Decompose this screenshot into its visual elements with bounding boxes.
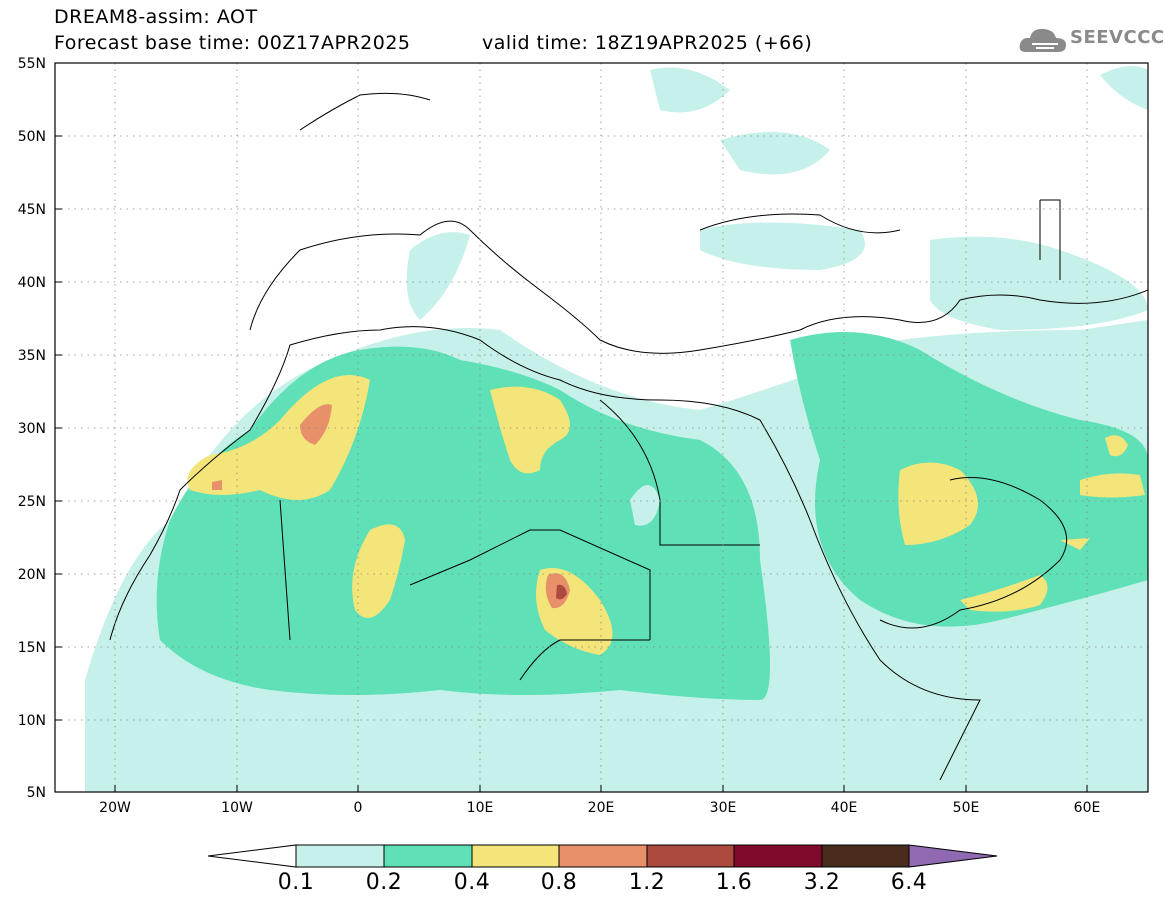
lon-label: 10E <box>466 800 494 816</box>
colorbar-label: 0.2 <box>365 870 403 895</box>
lat-label: 15N <box>17 640 46 656</box>
colorbar-label: 6.4 <box>890 870 928 895</box>
lon-label: 20W <box>99 800 131 816</box>
lat-label: 5N <box>26 785 46 801</box>
lat-label: 55N <box>17 56 46 72</box>
gridlines <box>55 63 1148 792</box>
colorbar-label: 0.8 <box>540 870 578 895</box>
aot-field <box>85 66 1148 792</box>
lat-label: 35N <box>17 348 46 364</box>
colorbar-label: 0.1 <box>277 870 315 895</box>
lon-label: 10W <box>221 800 253 816</box>
lon-label: 60E <box>1073 800 1101 816</box>
coastlines <box>109 92 1148 781</box>
lat-label: 25N <box>17 494 46 510</box>
colorbar-swatch <box>646 844 735 868</box>
cloud-logo-icon <box>1019 28 1066 52</box>
lon-label: 20E <box>587 800 615 816</box>
colorbar-label: 1.2 <box>628 870 666 895</box>
lat-label: 20N <box>17 567 46 583</box>
colorbar-label: 3.2 <box>803 870 841 895</box>
colorbar-swatch <box>821 844 910 868</box>
colorbar-swatch <box>383 844 473 868</box>
axis-ticks <box>55 62 1088 792</box>
colorbar-swatch <box>733 844 823 868</box>
lat-label: 40N <box>17 275 46 291</box>
lon-label: 40E <box>830 800 858 816</box>
colorbar-swatch <box>558 844 648 868</box>
map-title: DREAM8-assim: AOT <box>54 6 258 28</box>
valid-time: valid time: 18Z19APR2025 (+66) <box>482 32 813 54</box>
lon-label: 0 <box>353 800 363 816</box>
lon-label: 30E <box>709 800 737 816</box>
colorbar-label: 1.6 <box>715 870 753 895</box>
colorbar-swatch <box>295 844 385 868</box>
lat-label: 10N <box>17 713 46 729</box>
colorbar-label: 0.4 <box>453 870 491 895</box>
lat-label: 50N <box>17 129 46 145</box>
colorbar <box>207 844 998 868</box>
lat-label: 30N <box>17 421 46 437</box>
colorbar-lower-arrow <box>207 844 297 868</box>
forecast-base-time: Forecast base time: 00Z17APR2025 <box>54 32 411 54</box>
logo-text: SEEVCCC <box>1070 27 1165 48</box>
lon-label: 50E <box>952 800 980 816</box>
lat-label: 45N <box>17 202 46 218</box>
colorbar-upper-arrow <box>908 844 998 868</box>
colorbar-swatch <box>471 844 560 868</box>
